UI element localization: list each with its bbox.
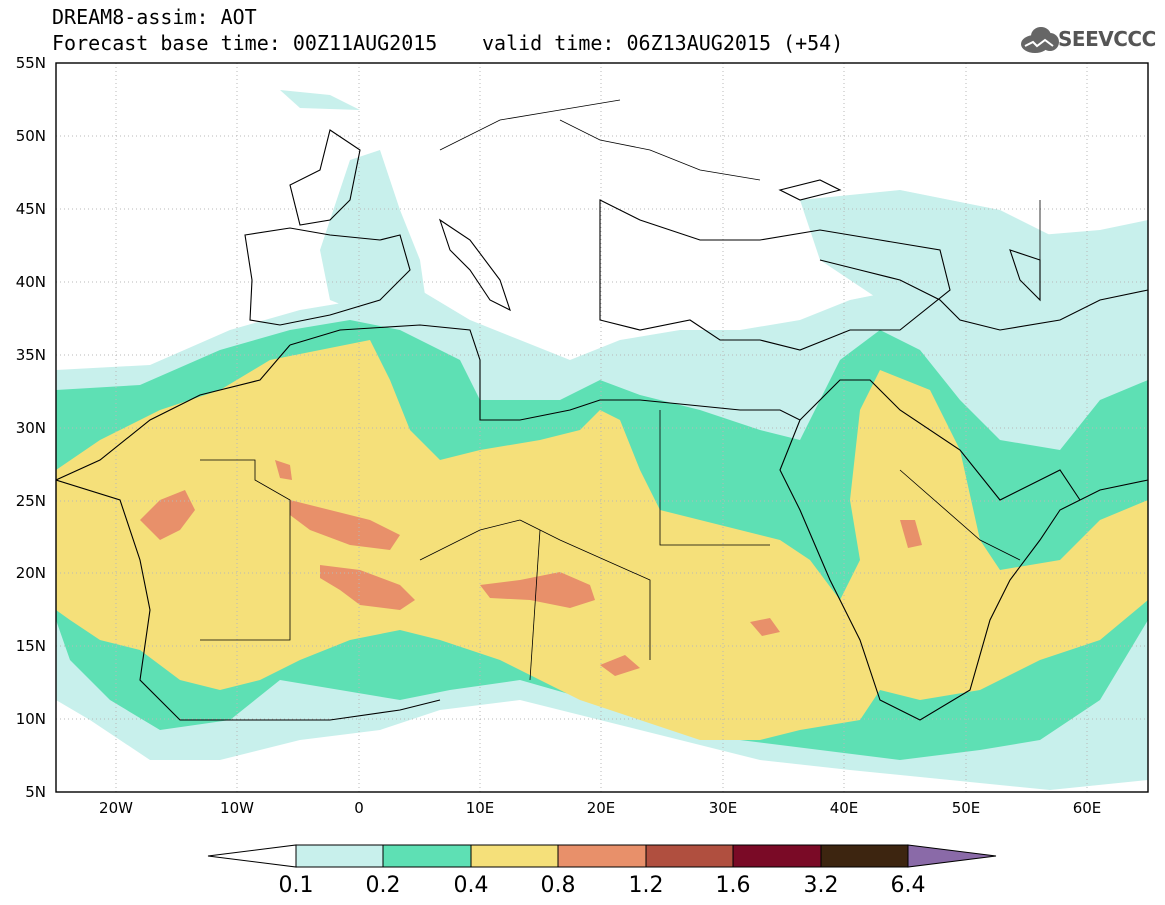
colorbar-label: 0.4 (454, 873, 489, 898)
colorbar-segment (732, 844, 822, 868)
colorbar-segment (645, 844, 734, 868)
colorbar-label: 1.2 (629, 873, 664, 898)
aot-patch-0.8-d (480, 572, 595, 608)
lon-tick: 10W (220, 799, 254, 817)
lat-tick: 50N (16, 127, 46, 145)
colorbar-label: 6.4 (891, 873, 926, 898)
lat-tick: 20N (16, 564, 46, 582)
colorbar-segment (470, 844, 559, 868)
lon-ticks: 20W 10W 0 10E 20E 30E 40E 50E 60E (99, 799, 1101, 817)
aot-patch-0.8-c (320, 565, 415, 610)
aot-patch-0.8-h (900, 520, 922, 548)
lat-ticks: 55N 50N 45N 40N 35N 30N 25N 20N 15N 10N … (16, 54, 46, 801)
colorbar-segment (557, 844, 647, 868)
lon-tick: 10E (466, 799, 495, 817)
lat-tick: 55N (16, 54, 46, 72)
lat-tick: 5N (25, 783, 46, 801)
lat-tick: 10N (16, 710, 46, 728)
colorbar-segment (382, 844, 472, 868)
lat-tick: 25N (16, 492, 46, 510)
lon-tick: 0 (354, 799, 364, 817)
aot-patch-0.8-f (750, 618, 780, 636)
lat-tick: 45N (16, 200, 46, 218)
coastlines (56, 129, 1148, 721)
grid (56, 63, 1148, 792)
colorbar-label: 3.2 (804, 873, 839, 898)
chart-title-line1: DREAM8-assim: AOT (52, 5, 257, 29)
colorbar-segment (907, 844, 997, 868)
lon-tick: 20E (587, 799, 616, 817)
aot-band-0.4 (56, 340, 1148, 740)
colorbar-label: 0.2 (366, 873, 401, 898)
aot-patch-0.8-b (290, 500, 400, 550)
colorbar-segment (207, 844, 297, 868)
colorbar-label: 0.1 (279, 873, 314, 898)
aot-patch-0.8-g (600, 655, 640, 676)
borders (200, 99, 1041, 681)
lon-tick: 50E (952, 799, 981, 817)
aot-patch-0.8-e (275, 460, 292, 480)
colorbar-label: 0.8 (541, 873, 576, 898)
valid-time: valid time: 06Z13AUG2015 (+54) (482, 31, 844, 55)
lat-tick: 30N (16, 419, 46, 437)
colorbar-segments (207, 844, 997, 868)
colorbar-segment (295, 844, 384, 868)
lon-tick: 20W (99, 799, 133, 817)
logo-text: SEEVCCC (1058, 27, 1156, 51)
aot-band-0.1-ne (800, 190, 1148, 320)
lat-tick: 15N (16, 637, 46, 655)
aot-band-0.1-top (280, 90, 360, 110)
lon-tick: 60E (1073, 799, 1102, 817)
colorbar-segment (820, 844, 909, 868)
aot-patch-0.8-a (140, 490, 195, 540)
plot-frame (55, 62, 1149, 793)
aot-field (56, 90, 1148, 790)
lat-tick: 40N (16, 273, 46, 291)
seevccc-logo (1021, 27, 1059, 53)
colorbar-labels: 0.1 0.2 0.4 0.8 1.2 1.6 3.2 6.4 (279, 873, 926, 898)
lon-tick: 40E (830, 799, 859, 817)
colorbar-label: 1.6 (716, 873, 751, 898)
lat-tick: 35N (16, 346, 46, 364)
lon-tick: 30E (709, 799, 738, 817)
cloud-icon (1021, 27, 1059, 53)
forecast-base-time: Forecast base time: 00Z11AUG2015 (52, 31, 438, 55)
